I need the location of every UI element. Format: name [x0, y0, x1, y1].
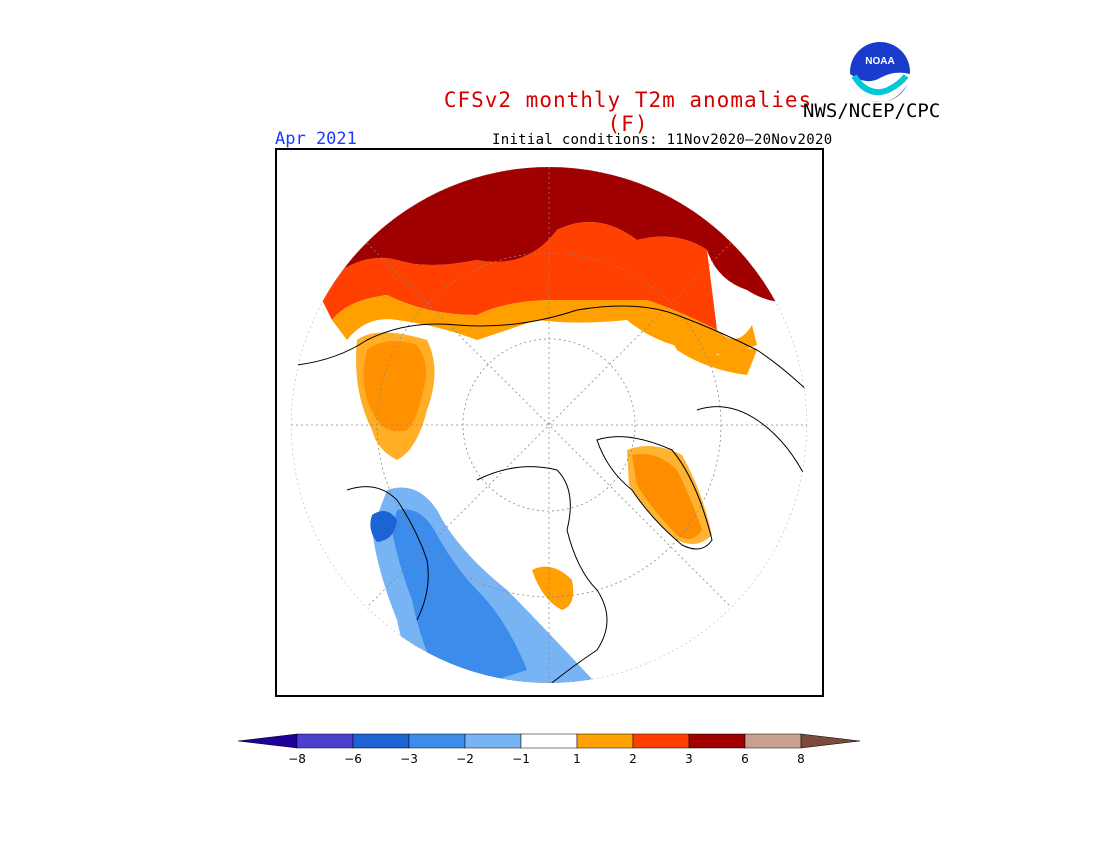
colorbar-tick: 3: [685, 752, 693, 766]
logo-text: NOAA: [865, 56, 894, 67]
colorbar-tick: −8: [288, 752, 306, 766]
anomaly-region-1to2-canada: [532, 566, 574, 610]
noaa-logo: NOAA: [850, 42, 910, 102]
colorbar-bin-9: [744, 733, 802, 749]
coastline-alaska: [346, 486, 429, 621]
colorbar-tick: 2: [629, 752, 637, 766]
organization-label: NWS/NCEP/CPC: [803, 100, 941, 122]
colorbar-tick: −6: [344, 752, 362, 766]
coastline-europe: [696, 406, 807, 481]
valid-month-label: Apr 2021: [275, 129, 357, 149]
coastline-eurasia: [296, 305, 807, 401]
polar-map: [275, 148, 824, 697]
colorbar-bin-8: [688, 733, 746, 749]
colorbar-tick: −2: [456, 752, 474, 766]
initial-conditions-label: Initial conditions: 11Nov2020–20Nov2020: [492, 132, 833, 148]
colorbar-bin-7: [632, 733, 690, 749]
polar-map-svg: [291, 167, 807, 683]
colorbar-bin-10: [800, 733, 861, 749]
colorbar-bin-1: [296, 733, 354, 749]
colorbar-tick: 1: [573, 752, 581, 766]
anomaly-region-1to2-north: [332, 295, 757, 354]
colorbar-tick: 8: [797, 752, 805, 766]
colorbar-bin-3: [408, 733, 466, 749]
anomaly-region-6to8: [387, 173, 417, 196]
colorbar-tick: −3: [400, 752, 418, 766]
anomaly-region-1to2-siberia: [356, 332, 435, 460]
colorbar-tick-labels: −8 −6 −3 −2 −1 1 2 3 6 8: [0, 752, 1100, 768]
anomaly-region-1to2-europe: [657, 315, 757, 375]
colorbar-tick: 6: [741, 752, 749, 766]
colorbar-bin-2: [352, 733, 410, 749]
chart-title: CFSv2 monthly T2m anomalies (F): [443, 88, 813, 136]
colorbar-bin-5: [520, 733, 578, 749]
colorbar-bin-4: [464, 733, 522, 749]
colorbar-bin-0: [238, 733, 298, 749]
anomaly-region-2to3: [317, 222, 717, 330]
colorbar-tick: −1: [512, 752, 530, 766]
anomaly-region-minus6to-minus3: [370, 511, 397, 542]
coastline-canada: [476, 466, 608, 683]
coastline-greenland: [596, 436, 713, 550]
anomaly-region-1to2-greenland: [627, 446, 712, 544]
colorbar-bin-6: [576, 733, 634, 749]
colorbar: [238, 733, 861, 749]
